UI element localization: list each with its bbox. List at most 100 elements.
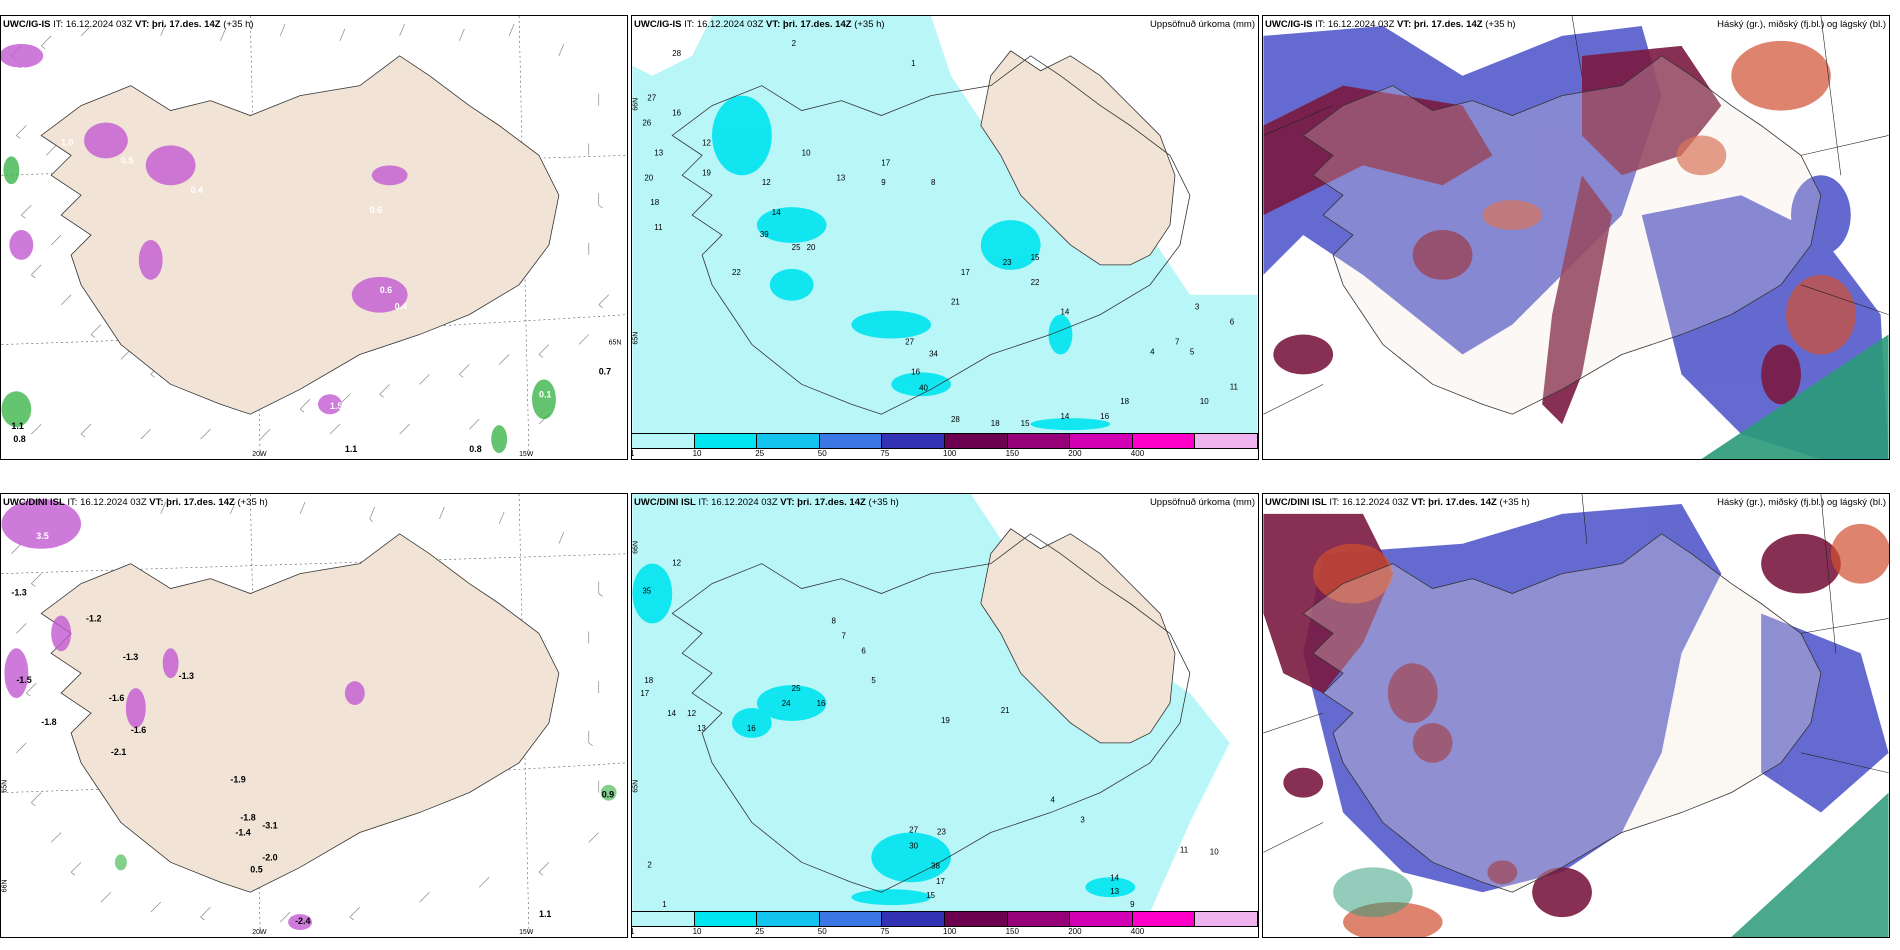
- svg-text:16: 16: [672, 109, 681, 118]
- svg-text:14: 14: [667, 709, 676, 718]
- field-labels: 2.0 1.5 0.4 1.0 0.6 0.6 0.4 0.5 1.5 1.1 …: [11, 56, 611, 454]
- svg-text:20: 20: [807, 243, 816, 252]
- svg-text:0.4: 0.4: [395, 302, 407, 312]
- borders: [1263, 16, 1889, 415]
- svg-text:0.1: 0.1: [539, 389, 551, 399]
- colorbar-tick-label: 25: [755, 927, 765, 936]
- coastline: [671, 533, 1191, 893]
- svg-text:1.1: 1.1: [11, 421, 23, 431]
- colorbar-tick-label: 100: [943, 449, 957, 458]
- colorbar-swatch: [1007, 434, 1071, 448]
- svg-text:9: 9: [1130, 900, 1135, 909]
- svg-text:6: 6: [861, 646, 866, 655]
- svg-text:65N: 65N: [632, 332, 639, 345]
- colorbar-swatch: [1132, 912, 1196, 926]
- svg-text:10: 10: [1200, 397, 1209, 406]
- colorbar-swatch: [694, 434, 758, 448]
- svg-text:-2.4: -2.4: [295, 916, 310, 926]
- svg-text:14: 14: [1060, 308, 1069, 317]
- svg-text:14: 14: [1060, 412, 1069, 421]
- svg-text:16: 16: [817, 699, 826, 708]
- svg-text:34: 34: [929, 349, 938, 358]
- svg-text:9: 9: [881, 178, 886, 187]
- svg-text:23: 23: [1003, 258, 1012, 267]
- svg-text:6: 6: [1230, 318, 1235, 327]
- panel-title: UWC/IG-IS IT: 16.12.2024 03Z VT: þri. 17…: [1265, 19, 1516, 30]
- svg-text:7: 7: [1175, 338, 1180, 347]
- svg-text:15: 15: [1031, 253, 1040, 262]
- colorbar-swatch: [757, 434, 820, 448]
- colorbar-swatch: [819, 434, 883, 448]
- svg-text:0.8: 0.8: [13, 434, 25, 444]
- svg-text:0.5: 0.5: [121, 155, 133, 165]
- svg-text:-1.6: -1.6: [131, 725, 146, 735]
- svg-text:65N: 65N: [609, 340, 622, 347]
- panel-wind-top: UWC/IG-IS IT: 16.12.2024 03Z VT: þri. 17…: [0, 15, 628, 460]
- map-wind-snow: 2.0 1.5 0.4 1.0 0.6 0.6 0.4 0.5 1.5 1.1 …: [1, 16, 627, 459]
- panel-field-title: Háský (gr.), miðský (fj.bl.) og lágský (…: [1717, 19, 1886, 30]
- svg-text:13: 13: [697, 724, 706, 733]
- colorbar-tick-label: 150: [1005, 449, 1019, 458]
- svg-text:-1.4: -1.4: [235, 827, 250, 837]
- svg-text:-1.3: -1.3: [123, 652, 138, 662]
- grid-labels: 20W 15W 65N: [252, 340, 621, 458]
- svg-text:22: 22: [1031, 278, 1040, 287]
- svg-text:7: 7: [841, 631, 846, 640]
- svg-text:17: 17: [640, 689, 649, 698]
- svg-text:15W: 15W: [519, 451, 534, 458]
- svg-text:1.1: 1.1: [539, 909, 551, 919]
- green-clouds: [1333, 867, 1413, 918]
- panel-title: UWC/IG-IS IT: 16.12.2024 03Z VT: þri. 17…: [634, 19, 885, 30]
- iceland-coast: [1302, 533, 1822, 893]
- svg-text:13: 13: [654, 148, 663, 157]
- svg-text:12: 12: [762, 178, 771, 187]
- svg-text:12: 12: [687, 709, 696, 718]
- svg-text:1: 1: [662, 900, 667, 909]
- svg-text:20W: 20W: [252, 451, 267, 458]
- colorbar-tick-label: 75: [880, 449, 890, 458]
- svg-text:18: 18: [1120, 397, 1129, 406]
- colorbar-tick-label: 400: [1130, 927, 1145, 936]
- snow-areas: [1, 43, 408, 415]
- svg-text:66N: 66N: [632, 98, 639, 111]
- svg-text:0.6: 0.6: [380, 285, 392, 295]
- field-labels: 0.5 3.5 0.6 -1.3 -1.2 -1.3 -1.5 -1.6 -1.…: [11, 508, 614, 926]
- iceland-coast: [1302, 55, 1822, 415]
- svg-text:-3.1: -3.1: [262, 820, 277, 830]
- svg-text:24: 24: [782, 699, 791, 708]
- svg-text:16: 16: [747, 724, 756, 733]
- svg-text:17: 17: [961, 268, 970, 277]
- svg-text:27: 27: [909, 825, 918, 834]
- svg-text:0.5: 0.5: [106, 508, 118, 518]
- svg-text:17: 17: [936, 877, 945, 886]
- panel-title: UWC/DINI ISL IT: 16.12.2024 03Z VT: þri.…: [3, 497, 268, 508]
- svg-text:-1.3: -1.3: [11, 588, 26, 598]
- colorbar-swatch: [1070, 912, 1133, 926]
- svg-text:-1.5: -1.5: [16, 675, 31, 685]
- svg-text:-1.6: -1.6: [109, 693, 124, 703]
- svg-text:2.0: 2.0: [13, 66, 25, 76]
- svg-text:-1.8: -1.8: [41, 717, 56, 727]
- high-clouds: [1263, 45, 1801, 425]
- svg-text:15: 15: [1021, 419, 1030, 428]
- precip-colorbar: 1 10 25 50 75 100 150 200 400: [632, 433, 1258, 459]
- map-wind-snow: 0.5 3.5 0.6 -1.3 -1.2 -1.3 -1.5 -1.6 -1.…: [1, 494, 627, 937]
- svg-text:10: 10: [1210, 847, 1219, 856]
- svg-text:11: 11: [1180, 845, 1189, 854]
- svg-text:26: 26: [642, 119, 651, 128]
- panel-field-title: Uppsöfnuð úrkoma (mm): [1149, 497, 1255, 508]
- svg-text:1.1: 1.1: [345, 444, 357, 454]
- svg-text:-1.3: -1.3: [179, 671, 194, 681]
- svg-text:8: 8: [832, 616, 837, 625]
- precip-colorbar: 1 10 25 50 75 100 150 200 400: [632, 911, 1258, 937]
- svg-text:-1.8: -1.8: [240, 813, 255, 823]
- colorbar-tick-label: 200: [1068, 449, 1082, 458]
- svg-text:0.9: 0.9: [602, 790, 614, 800]
- panel-title: UWC/DINI ISL IT: 16.12.2024 03Z VT: þri.…: [634, 497, 899, 508]
- svg-text:65N: 65N: [1, 780, 8, 793]
- svg-text:27: 27: [905, 338, 914, 347]
- colorbar-tick-label: 75: [880, 927, 890, 936]
- svg-text:30: 30: [909, 841, 918, 850]
- svg-text:17: 17: [881, 158, 890, 167]
- svg-text:12: 12: [672, 559, 681, 568]
